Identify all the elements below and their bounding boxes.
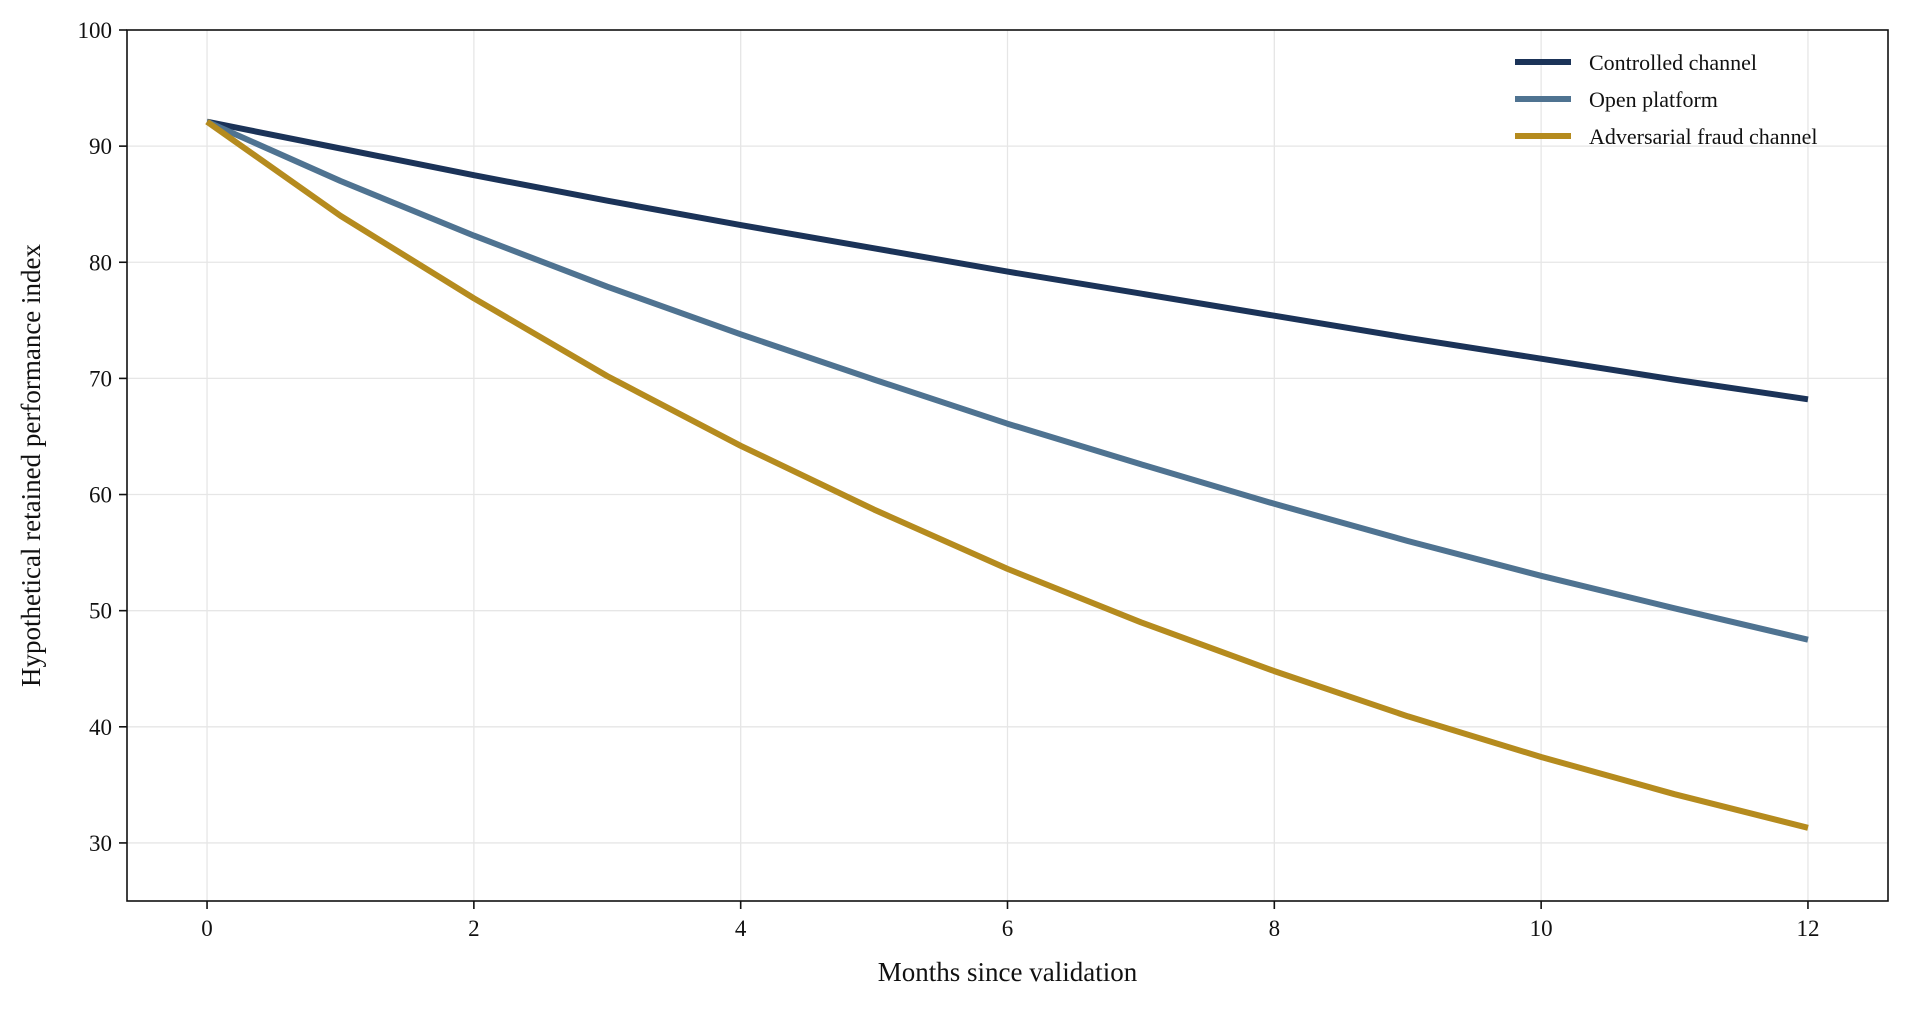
x-tick-label: 8 (1269, 916, 1281, 941)
x-axis: 0 2 4 6 8 10 12 (201, 901, 1819, 941)
legend: Controlled channel Open platform Adversari… (1515, 50, 1817, 149)
series-line-2 (205, 118, 1809, 643)
legend-label-3: Adversarial fraud channel (1589, 124, 1817, 149)
x-tick-label: 10 (1530, 916, 1553, 941)
y-axis-label: Hypothetical retained performance index (16, 243, 46, 687)
y-tick-label: 30 (89, 831, 112, 856)
y-tick-label: 80 (89, 250, 112, 275)
series-line-1 (206, 118, 1809, 403)
y-tick-label: 100 (78, 18, 113, 43)
series-line-3 (205, 119, 1809, 831)
grid (127, 29, 1888, 901)
x-axis-label: Months since validation (878, 957, 1138, 987)
x-tick-label: 6 (1002, 916, 1014, 941)
y-tick-label: 70 (89, 366, 112, 391)
x-tick-label: 12 (1796, 916, 1819, 941)
y-tick-label: 50 (89, 599, 112, 624)
y-axis: 30 40 50 60 70 80 90 100 (78, 18, 127, 856)
x-tick-label: 0 (201, 916, 213, 941)
legend-label-2: Open platform (1589, 87, 1718, 112)
legend-label-1: Controlled channel (1589, 50, 1757, 75)
y-tick-label: 60 (89, 483, 112, 508)
series-lines (205, 118, 1809, 831)
x-tick-label: 2 (468, 916, 480, 941)
y-tick-label: 90 (89, 134, 112, 159)
y-tick-label: 40 (89, 715, 112, 740)
x-tick-label: 4 (735, 916, 747, 941)
